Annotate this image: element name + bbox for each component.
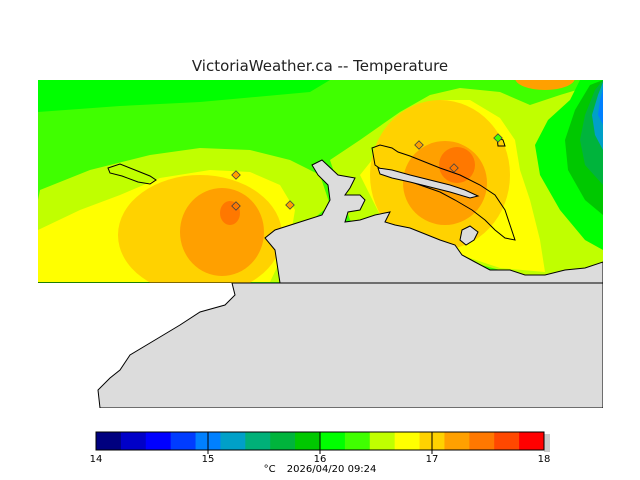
legend-swatch — [170, 432, 197, 450]
map-title: VictoriaWeather.ca -- Temperature — [191, 57, 449, 75]
legend-swatch — [320, 432, 346, 450]
legend-swatch — [96, 432, 122, 450]
legend-swatch — [394, 432, 421, 450]
contour-band-17-25-west — [180, 188, 264, 276]
legend-swatch — [444, 432, 470, 450]
land-south — [97, 282, 603, 408]
station-marker — [493, 133, 503, 143]
legend-shadow — [544, 434, 550, 452]
legend-tick-15: 15 — [201, 454, 215, 465]
island-long — [377, 167, 480, 199]
legend-timestamp: 2026/04/20 09:24 — [286, 464, 377, 475]
legend-tick-17: 17 — [425, 454, 439, 465]
legend-swatch — [519, 432, 545, 450]
contour-band-15-0 — [598, 88, 603, 125]
island-west — [107, 163, 157, 185]
legend-swatch — [494, 432, 520, 450]
legend-swatch — [369, 432, 396, 450]
contour-band-17-5-east — [439, 147, 475, 183]
legend-tick-18: 18 — [537, 454, 551, 465]
legend-swatch — [270, 432, 296, 450]
station-marker — [414, 140, 424, 150]
legend-swatch — [220, 432, 246, 450]
legend-swatch — [145, 432, 172, 450]
legend-swatch — [295, 432, 321, 450]
legend-footer: °C 2026/04/20 09:24 — [0, 464, 640, 475]
legend-swatch — [245, 432, 271, 450]
color-legend-bar — [95, 431, 550, 454]
legend-swatch — [469, 432, 495, 450]
island-south — [459, 225, 479, 246]
legend-tick-16: 16 — [313, 454, 327, 465]
contour-band-16-0 — [38, 80, 330, 112]
legend-unit: °C — [263, 464, 276, 475]
station-marker — [285, 200, 295, 210]
station-marker — [449, 163, 459, 173]
station-marker — [231, 170, 241, 180]
legend-swatch — [344, 432, 371, 450]
station-marker — [231, 201, 241, 211]
legend-tick-14: 14 — [89, 454, 103, 465]
legend-swatch — [120, 432, 147, 450]
contour-field — [38, 80, 603, 408]
contour-band-17-25-ne — [515, 80, 575, 90]
station-markers — [231, 133, 503, 211]
